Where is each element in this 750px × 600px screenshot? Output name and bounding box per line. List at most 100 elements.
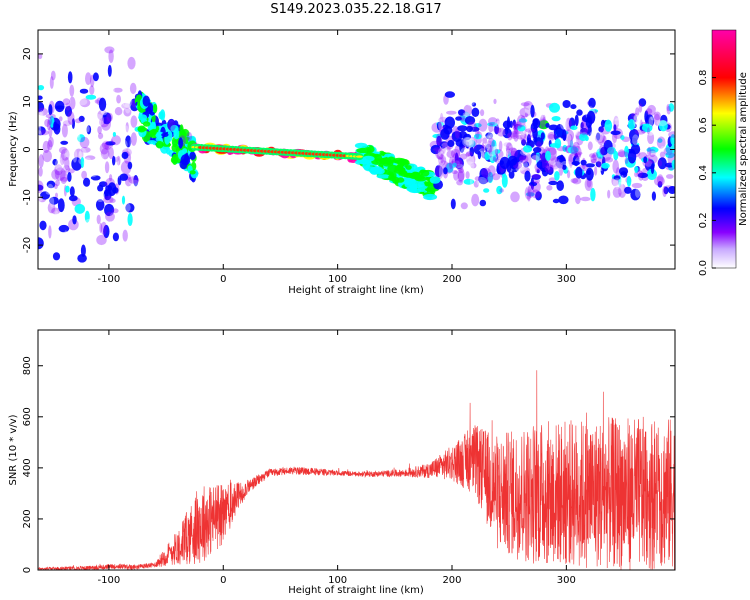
spectrogram-cell [104,166,108,176]
spectrogram-cell [573,130,583,136]
spectrogram-cell [516,134,526,140]
spectrogram-cell [155,140,164,149]
spectrogram-cell [532,153,543,161]
spectrogram-cell [124,100,131,114]
spectrogram-cell [462,112,470,117]
spectrogram-cell [566,163,574,172]
spectrogram-cell [446,110,457,115]
spectrogram-cell [624,157,629,164]
spectrogram-cell [473,133,482,140]
spectrogram-cell [478,118,488,132]
spectrogram-cell [460,202,468,210]
spectrogram-cell [60,140,69,145]
spectrogram-cell [512,121,519,130]
spectrogram-cell [532,147,542,153]
spectrogram-cell [666,105,671,115]
spectrogram-cell [535,168,541,174]
spectrogram-cell [434,164,443,178]
spectrogram-cell [483,135,492,149]
spectrogram-cell [113,124,125,131]
spectrogram-cell [121,195,126,205]
spectrogram-cell [595,161,602,168]
spectrogram-cell [100,148,110,160]
spectrogram-cell [186,132,193,142]
spectrogram-cell [462,136,473,147]
spectrogram-cell [152,103,158,114]
spectrogram-cell [464,116,476,125]
spectrogram-cell [604,157,614,163]
spectrogram-cell [638,103,643,113]
spectrogram-cell [617,149,626,158]
spectrogram-cell [592,152,599,161]
spectrogram-cell [620,135,625,140]
spectrogram-cell [181,129,186,136]
spectrogram-cell [541,167,549,177]
spectrogram-cell [624,145,629,158]
spectrogram-cell [519,107,531,118]
spectrogram-cell [110,171,120,178]
spectrogram-cell [97,126,102,134]
spectrogram-cell [60,148,70,161]
spectrogram-cell [60,177,69,182]
x-tick-label: 100 [328,575,347,586]
spectrogram-cell [38,167,43,177]
spectrogram-cell [67,172,72,182]
spectrogram-cell [85,218,96,224]
spectrogram-cell [589,153,596,158]
spectrogram-cell [518,118,528,123]
spectrogram-cell [580,159,587,166]
spectrogram-cell [549,102,560,113]
spectrogram-cell [38,130,50,136]
spectrogram-cell [38,95,43,100]
spectrogram-cell [518,161,523,172]
spectrogram-cell [67,111,75,125]
spectrogram-cell [108,146,114,160]
spectrogram-cell [48,136,54,148]
spectrogram-cell [587,141,593,151]
spectrogram-cell [63,94,71,107]
spectrogram-cell [53,121,58,130]
spectrogram-cell [659,151,666,159]
spectrogram-cell [418,169,430,177]
spectrogram-cell [601,162,610,169]
y-tick-label: 20 [22,48,33,61]
spectrogram-cell [108,49,114,63]
spectrogram-cell [92,72,99,82]
spectrogram-cell [660,146,665,152]
spectrogram-cell [100,221,107,235]
spectrogram-cell [459,147,471,160]
spectrogram-cell [83,157,93,170]
spectrogram-cell [457,168,465,182]
spectrogram-cell [615,184,620,189]
spectrogram-cell [106,112,113,122]
spectrogram-cell [189,170,196,175]
spectrogram-cell [127,161,133,170]
spectrogram-cell [561,160,572,166]
spectrogram-cell [38,126,46,136]
spectrogram-cell [489,151,496,164]
spectrogram-cell [99,222,103,233]
spectrogram-cell [451,170,458,175]
colorbar-tick-label: 0.2 [698,212,709,228]
spectrogram-cell [562,164,567,170]
spectrogram-cell [503,142,512,148]
spectrogram-cell [489,153,494,162]
snr-chart: -100 0 100 200 300 0 200 400 600 800 Height of st… [8,329,676,596]
spectrogram-cell [599,144,605,156]
spectrogram-cell [481,167,491,178]
spectrogram-cell [96,234,107,246]
spectrogram-cell [124,125,129,136]
spectrogram-cell [149,121,157,132]
spectrogram-cell [417,184,428,192]
spectrogram-cell [545,123,550,128]
spectrogram-cell [65,148,71,158]
spectrogram-cell [74,203,86,214]
spectrogram-cell [79,88,89,94]
spectrogram-cell [116,155,121,166]
y-tick-label: -20 [22,237,33,253]
spectrogram-cell [658,120,668,132]
spectrogram-cell [457,109,466,116]
spectrogram-cell [458,167,464,174]
spectrogram-cell [42,162,49,174]
spectrogram-cell [67,71,73,84]
